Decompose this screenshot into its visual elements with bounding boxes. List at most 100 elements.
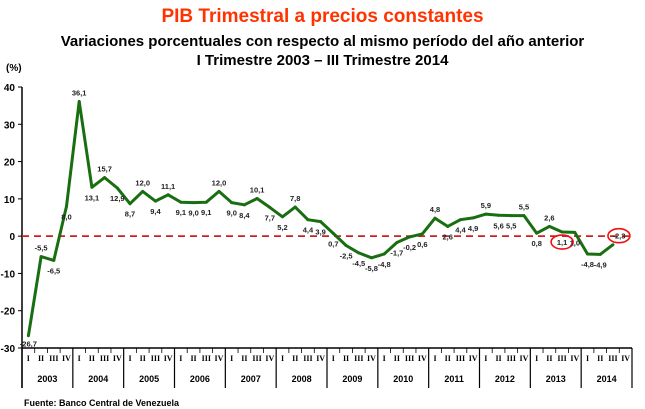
data-label: -4,8 — [581, 260, 594, 269]
year-label: 2008 — [292, 374, 312, 384]
year-label: 2013 — [546, 374, 566, 384]
data-point — [382, 252, 386, 256]
year-label: 2009 — [342, 374, 362, 384]
data-point — [268, 205, 272, 209]
year-label: 2006 — [190, 374, 210, 384]
data-point — [77, 100, 81, 104]
year-label: 2012 — [495, 374, 515, 384]
data-label: -5,8 — [365, 264, 378, 273]
series-line-pib — [26, 100, 614, 336]
data-point — [242, 203, 246, 207]
y-tick-label: -20 — [1, 307, 16, 318]
quarter-label: I — [179, 354, 182, 363]
quarter-label: III — [557, 354, 566, 363]
chart-period: I Trimestre 2003 – III Trimestre 2014 — [196, 52, 449, 69]
quarter-label: IV — [621, 354, 630, 363]
data-label: -1,7 — [390, 248, 403, 257]
quarter-label: III — [354, 354, 363, 363]
y-axis-label: (%) — [6, 63, 22, 74]
data-label: 12,9 — [110, 194, 125, 203]
quarter-label: III — [303, 354, 312, 363]
highlight-circle — [550, 234, 574, 250]
data-label: 5,6 — [493, 221, 503, 230]
data-point — [306, 218, 310, 222]
data-point — [611, 243, 615, 247]
y-tick-label: 0 — [9, 232, 15, 243]
data-label: -2,5 — [340, 251, 353, 260]
quarter-label: III — [456, 354, 465, 363]
quarter-label: IV — [520, 354, 529, 363]
data-point — [217, 189, 221, 193]
data-label: 9,4 — [150, 207, 161, 216]
quarter-label: I — [128, 354, 131, 363]
data-label: 8,7 — [125, 210, 135, 219]
data-label: 1,1 — [557, 238, 567, 247]
data-label: -6,5 — [47, 266, 60, 275]
data-label: 4,4 — [303, 226, 314, 235]
data-label: 0,7 — [328, 240, 338, 249]
data-point — [255, 196, 259, 200]
quarter-label: I — [78, 354, 81, 363]
quarter-label: I — [586, 354, 589, 363]
y-tick-label: 30 — [4, 120, 16, 131]
quarter-label: IV — [316, 354, 325, 363]
data-point — [446, 224, 450, 228]
quarter-label: II — [343, 354, 349, 363]
source-note: Fuente: Banco Central de Venezuela — [24, 398, 180, 408]
data-point — [64, 204, 68, 208]
data-label: 5,5 — [519, 203, 529, 212]
quarter-label: III — [151, 354, 160, 363]
data-label: 8,4 — [239, 211, 250, 220]
data-label: 5,9 — [481, 201, 491, 210]
data-label: -5,5 — [35, 244, 48, 253]
quarter-label: IV — [215, 354, 224, 363]
data-label: 8,0 — [61, 212, 71, 221]
year-label: 2014 — [597, 374, 617, 384]
quarter-label: IV — [113, 354, 122, 363]
data-point — [230, 201, 234, 205]
data-label: 10,1 — [250, 185, 265, 194]
year-label: 2011 — [444, 374, 464, 384]
quarter-label: IV — [164, 354, 173, 363]
data-point — [497, 213, 501, 217]
year-label: 2003 — [37, 374, 57, 384]
data-point — [471, 216, 475, 220]
data-label: 13,1 — [85, 193, 100, 202]
data-point — [357, 251, 361, 255]
data-point — [408, 235, 412, 239]
data-point — [153, 199, 157, 203]
data-point — [128, 202, 132, 206]
data-label: 2,6 — [443, 232, 453, 241]
quarter-label: II — [546, 354, 552, 363]
year-label: 2004 — [88, 374, 108, 384]
data-label: -2,3 — [612, 232, 625, 241]
data-point — [115, 186, 119, 190]
data-point — [192, 201, 196, 205]
data-point — [179, 200, 183, 204]
quarter-label: II — [495, 354, 501, 363]
quarter-label: III — [608, 354, 617, 363]
data-label: 4,8 — [430, 205, 440, 214]
quarter-label: III — [202, 354, 211, 363]
data-label: 4,9 — [468, 224, 478, 233]
quarter-label: II — [140, 354, 146, 363]
data-label: 9,1 — [201, 208, 211, 217]
data-point — [598, 252, 602, 256]
data-point — [433, 216, 437, 220]
data-point — [141, 189, 145, 193]
data-label: 9,0 — [188, 209, 198, 218]
y-tick-label: 40 — [4, 83, 16, 94]
data-label: 12,0 — [212, 178, 227, 187]
data-label: 12,0 — [135, 178, 150, 187]
data-label: 9,0 — [226, 209, 236, 218]
data-point — [395, 240, 399, 244]
data-point — [39, 255, 43, 259]
quarter-label: I — [332, 354, 335, 363]
quarter-label: IV — [62, 354, 71, 363]
quarter-label: II — [597, 354, 603, 363]
quarter-label: II — [89, 354, 95, 363]
data-point — [547, 224, 551, 228]
quarter-label: II — [292, 354, 298, 363]
data-point — [331, 232, 335, 236]
